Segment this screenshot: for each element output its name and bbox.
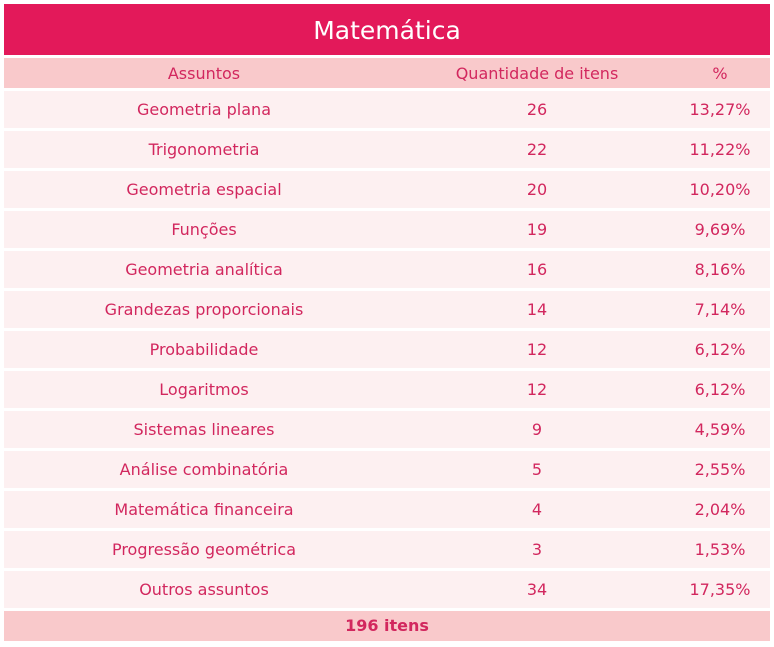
cell-subject: Análise combinatória xyxy=(119,460,289,479)
cell-percent: 8,16% xyxy=(694,260,746,279)
cell-subject: Geometria plana xyxy=(137,100,271,119)
cell-quantity: 12 xyxy=(526,340,548,359)
cell-quantity: 4 xyxy=(531,500,543,519)
table-row: Geometria analítica 16 8,16% xyxy=(4,251,770,288)
cell-subject: Trigonometria xyxy=(148,140,260,159)
cell-subject: Progressão geométrica xyxy=(111,540,297,559)
cell-subject: Outros assuntos xyxy=(139,580,269,599)
cell-quantity: 5 xyxy=(531,460,543,479)
cell-percent: 1,53% xyxy=(694,540,746,559)
header-row: Assuntos Quantidade de itens % xyxy=(4,58,770,88)
table-row: Grandezas proporcionais 14 7,14% xyxy=(4,291,770,328)
cell-percent: 2,04% xyxy=(694,500,746,519)
cell-percent: 10,20% xyxy=(689,180,751,199)
table-row: Funções 19 9,69% xyxy=(4,211,770,248)
header-subjects: Assuntos xyxy=(167,63,241,83)
cell-quantity: 12 xyxy=(526,380,548,399)
table-row: Logaritmos 12 6,12% xyxy=(4,371,770,408)
cell-subject: Matemática financeira xyxy=(114,500,294,519)
table-row: Sistemas lineares 9 4,59% xyxy=(4,411,770,448)
table-row: Análise combinatória 5 2,55% xyxy=(4,451,770,488)
cell-subject: Sistemas lineares xyxy=(133,420,275,439)
cell-quantity: 22 xyxy=(526,140,548,159)
table-footer-total: 196 itens xyxy=(4,611,770,641)
cell-quantity: 20 xyxy=(526,180,548,199)
header-quantity: Quantidade de itens xyxy=(455,63,619,83)
cell-subject: Funções xyxy=(171,220,237,239)
table-row: Geometria plana 26 13,27% xyxy=(4,91,770,128)
cell-quantity: 16 xyxy=(526,260,548,279)
header-percent: % xyxy=(712,63,728,83)
cell-subject: Geometria espacial xyxy=(126,180,282,199)
table-row: Outros assuntos 34 17,35% xyxy=(4,571,770,608)
cell-subject: Grandezas proporcionais xyxy=(104,300,304,319)
cell-quantity: 34 xyxy=(526,580,548,599)
table-row: Trigonometria 22 11,22% xyxy=(4,131,770,168)
cell-percent: 9,69% xyxy=(694,220,746,239)
math-table: Matemática Assuntos Quantidade de itens … xyxy=(4,4,770,641)
cell-percent: 4,59% xyxy=(694,420,746,439)
cell-quantity: 26 xyxy=(526,100,548,119)
table-row: Matemática financeira 4 2,04% xyxy=(4,491,770,528)
table-row: Progressão geométrica 3 1,53% xyxy=(4,531,770,568)
cell-percent: 11,22% xyxy=(689,140,751,159)
table-row: Probabilidade 12 6,12% xyxy=(4,331,770,368)
table-row: Geometria espacial 20 10,20% xyxy=(4,171,770,208)
cell-quantity: 14 xyxy=(526,300,548,319)
table-title: Matemática xyxy=(4,4,770,55)
cell-percent: 13,27% xyxy=(689,100,751,119)
cell-quantity: 3 xyxy=(531,540,543,559)
cell-subject: Logaritmos xyxy=(159,380,249,399)
cell-subject: Geometria analítica xyxy=(125,260,283,279)
cell-percent: 17,35% xyxy=(689,580,751,599)
cell-percent: 7,14% xyxy=(694,300,746,319)
cell-subject: Probabilidade xyxy=(149,340,259,359)
cell-percent: 2,55% xyxy=(694,460,746,479)
cell-percent: 6,12% xyxy=(694,340,746,359)
cell-quantity: 19 xyxy=(526,220,548,239)
cell-quantity: 9 xyxy=(531,420,543,439)
cell-percent: 6,12% xyxy=(694,380,746,399)
